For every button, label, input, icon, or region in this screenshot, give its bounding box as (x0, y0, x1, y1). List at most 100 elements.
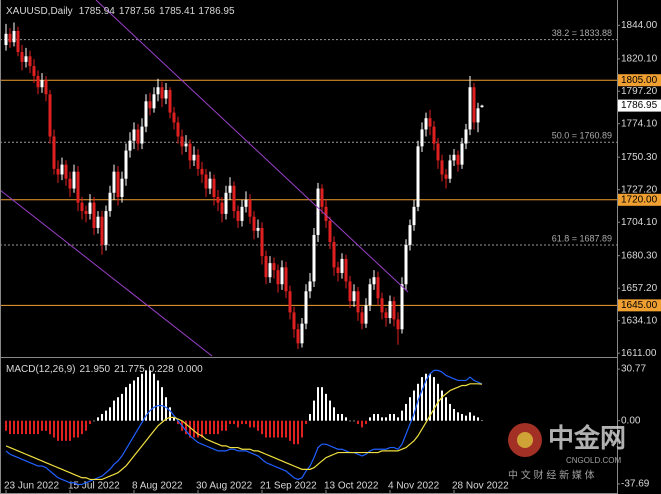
macd-bar (365, 420, 367, 425)
macd-bar (229, 420, 231, 425)
candle-body (12, 30, 16, 43)
macd-bar (101, 414, 103, 421)
y-tick-label: 1634.10 (621, 315, 658, 326)
close-readout: 1786.95 (198, 6, 235, 17)
macd-header: MACD(12,26,9) 21.950 21.775 0.228 0.000 (6, 364, 203, 375)
candle-body (124, 150, 128, 179)
candle-body (392, 301, 396, 320)
macd-bar (41, 420, 43, 431)
macd-bar (145, 370, 147, 421)
macd-bar (297, 420, 299, 445)
macd-bar (165, 397, 167, 421)
y-tick-label: 1727.20 (621, 184, 658, 195)
macd-bar (21, 420, 23, 435)
candle-body (300, 323, 304, 344)
macd-bar (29, 420, 31, 435)
candle-body (220, 202, 224, 214)
candle-body (232, 185, 236, 212)
macd-bar (445, 397, 447, 421)
macd-bar (125, 387, 127, 421)
y-tick-label: 30.77 (621, 364, 646, 375)
candle-body (116, 171, 120, 197)
candle-body (76, 171, 80, 203)
macd-bar (421, 377, 423, 421)
macd-bar (369, 417, 371, 421)
level-label: 1720.00 (621, 194, 658, 205)
candle-body (264, 256, 268, 278)
macd-bar (157, 380, 159, 421)
x-tick-label: 21 Sep 2022 (260, 481, 317, 492)
macd-bar (305, 420, 307, 425)
macd-bar (9, 420, 11, 435)
candle-body (48, 94, 52, 137)
macd-bar (245, 420, 247, 425)
macd-bar (289, 420, 291, 441)
y-tick-label: 1844.00 (621, 20, 658, 31)
candle-body (324, 206, 328, 221)
candle-body (156, 87, 160, 95)
macd-bar (321, 387, 323, 421)
macd-bar (261, 420, 263, 435)
macd-bar (17, 420, 19, 435)
candle-body (440, 160, 444, 175)
low-readout: 1785.41 (159, 6, 196, 17)
candle-body (288, 291, 292, 313)
candle-body (320, 188, 324, 207)
macd-bar (361, 420, 363, 428)
macd-bar (425, 373, 427, 421)
readout: 0.228 (149, 364, 174, 375)
y-tick-label: 0.00 (621, 415, 641, 426)
macd-bar (237, 420, 239, 428)
candle-body (396, 319, 400, 330)
candle-body (404, 244, 408, 285)
candle-body (112, 171, 116, 193)
macd-bar (469, 412, 471, 421)
candle-body (56, 168, 60, 175)
candle-body (268, 263, 272, 278)
x-tick-label: 13 Oct 2022 (324, 481, 379, 492)
candle-body (472, 87, 476, 123)
candle-body (4, 33, 8, 46)
candle-body (364, 305, 368, 324)
candle-body (256, 227, 260, 231)
candle-body (284, 267, 288, 292)
watermark: 中金网 CNGOLD.COM 中 文 财 经 新 媒 体 (508, 423, 626, 482)
macd-bar (153, 373, 155, 421)
candle-body (240, 206, 244, 221)
candle-body (432, 126, 436, 144)
macd-bar (285, 420, 287, 438)
macd-bar (313, 400, 315, 421)
logo-icon (517, 432, 533, 448)
macd-bar (293, 420, 295, 445)
candle-body (160, 87, 164, 99)
candle-body (32, 66, 36, 76)
macd-bar (373, 414, 375, 421)
macd-bar (205, 420, 207, 435)
macd-bar (209, 420, 211, 435)
x-tick-label: 8 Aug 2022 (132, 481, 183, 492)
candle-body (172, 112, 176, 123)
candle-body (252, 216, 256, 231)
candle-body (168, 90, 172, 113)
symbol: XAUUSD,Daily (6, 6, 73, 17)
candle-body (108, 192, 112, 212)
y-tick-label: 1704.10 (621, 217, 658, 228)
macd-bar (257, 420, 259, 431)
candle-body (460, 143, 464, 165)
tagline: 中 文 财 经 新 媒 体 (508, 469, 595, 482)
level-label: 1805.00 (621, 75, 658, 86)
candle-body (24, 56, 28, 62)
candle-body (132, 129, 136, 141)
y-tick-label: 1657.20 (621, 283, 658, 294)
candle-body (480, 105, 484, 108)
channel-line (95, 0, 409, 293)
candle-body (88, 202, 92, 214)
macd-bar (441, 390, 443, 421)
macd-bar (161, 387, 163, 421)
macd-bar (449, 403, 451, 421)
open-readout: 1785.94 (79, 6, 116, 17)
macd-bar (129, 383, 131, 421)
macd-bar (481, 420, 483, 421)
price-tag (618, 99, 661, 112)
candle-body (120, 178, 124, 197)
